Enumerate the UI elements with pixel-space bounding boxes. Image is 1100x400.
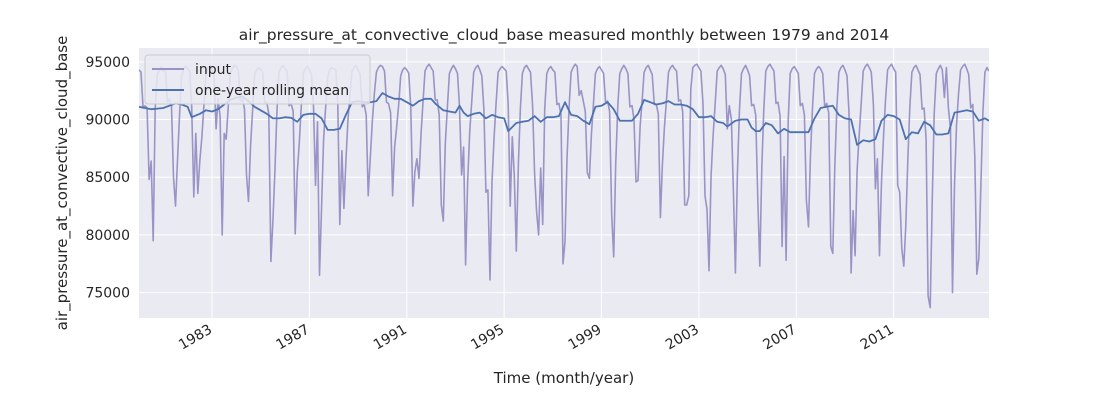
series-rolling-mean-line [139,92,989,146]
y-tick-label: 90000 [85,113,130,129]
y-axis-title: air_pressure_at_convective_cloud_base [53,36,72,331]
y-tick-label: 80000 [85,228,130,244]
x-axis-ticks: 1983 1987 1991 1995 1999 2003 2007 2011 [176,322,896,354]
chart-title: air_pressure_at_convective_cloud_base me… [239,26,889,45]
x-tick-label: 1991 [371,322,410,354]
x-tick-label: 2011 [858,322,897,354]
y-tick-label: 75000 [85,286,130,302]
x-tick-label: 1999 [566,322,605,354]
x-tick-label: 2007 [760,322,799,354]
x-tick-label: 2003 [663,322,702,354]
gridlines [139,48,989,318]
y-tick-label: 95000 [85,55,130,71]
y-axis-ticks: 75000 80000 85000 90000 95000 [85,55,130,302]
legend-label-rolling-mean: one-year rolling mean [195,83,349,99]
x-axis-title: Time (month/year) [493,369,634,387]
x-tick-label: 1995 [468,322,507,354]
x-tick-label: 1987 [274,322,313,354]
x-tick-label: 1983 [176,322,215,354]
legend-label-input: input [195,62,232,78]
y-tick-label: 85000 [85,170,130,186]
legend-box [144,54,371,105]
legend: input one-year rolling mean [144,54,371,105]
